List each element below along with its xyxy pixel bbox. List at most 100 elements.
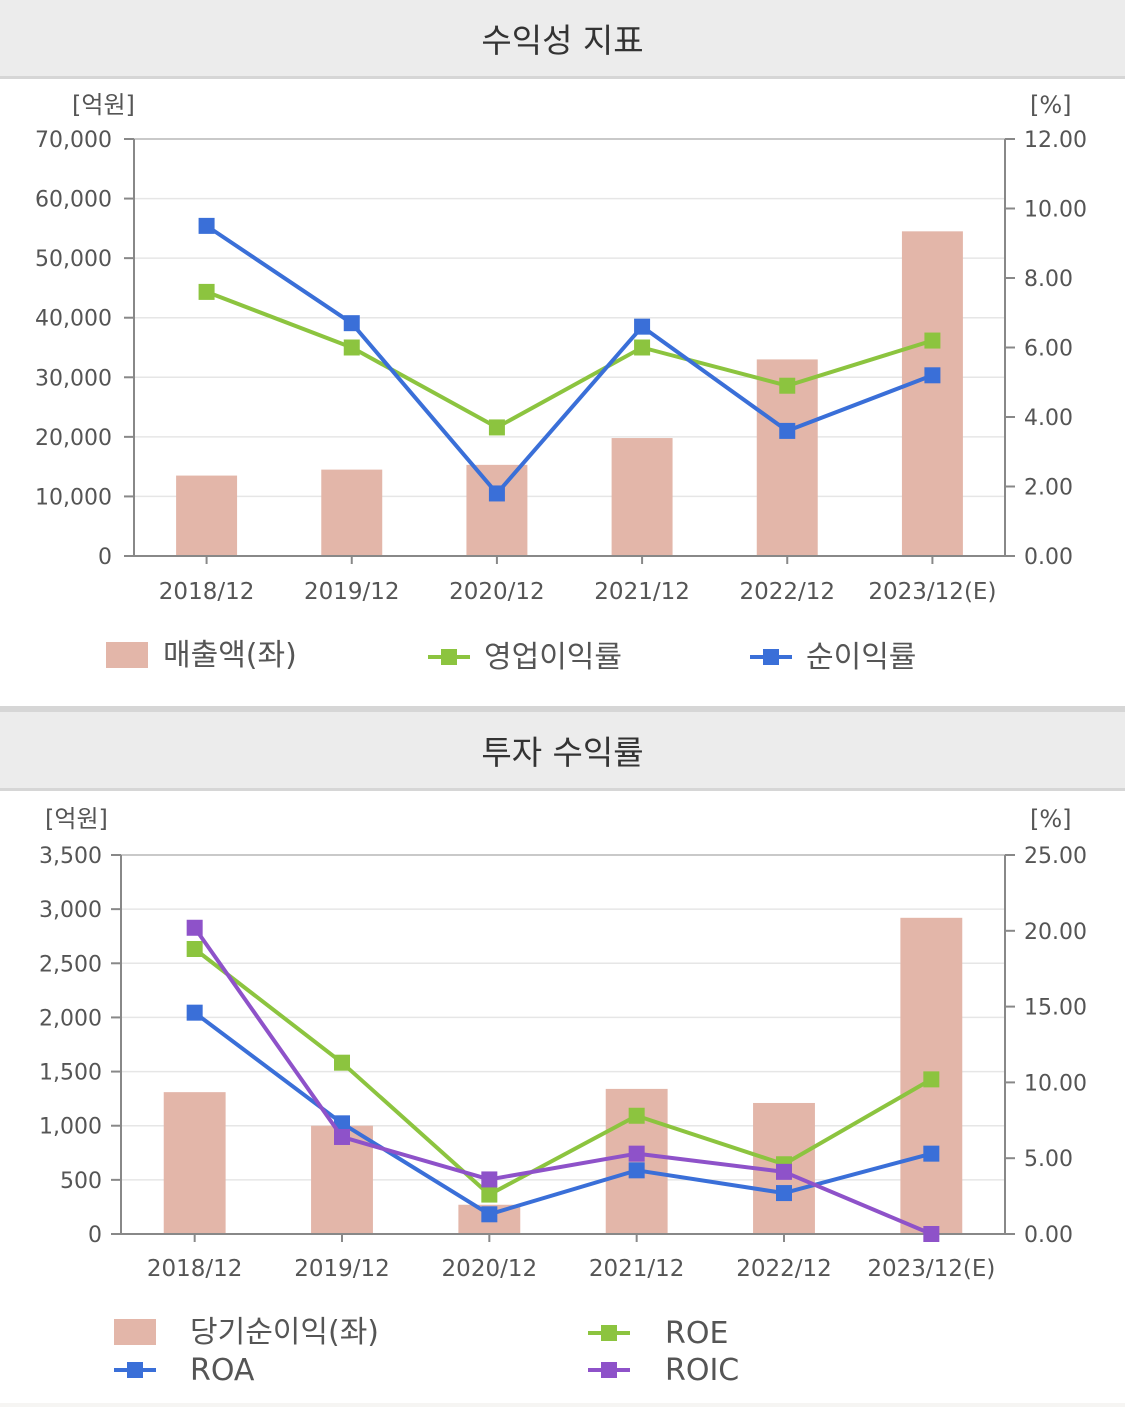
series-point	[186, 919, 203, 936]
series-point	[776, 1163, 792, 1180]
right-tick-label: 0.00	[1024, 545, 1073, 570]
series-point	[923, 1145, 940, 1162]
right-tick-label: 2.00	[1024, 476, 1073, 501]
legend-label: 매출액(좌)	[163, 638, 297, 673]
series-line	[205, 290, 934, 430]
legend-swatch	[106, 642, 148, 668]
left-tick-label: 10,000	[35, 485, 112, 510]
chart-area: [억원] [%] 3,500 3,000 2,500 2,000 1,500 1,000 500…	[0, 791, 1125, 1403]
series-point	[481, 1186, 498, 1203]
bar	[611, 438, 673, 556]
series-point	[334, 1115, 350, 1132]
legend-swatch	[114, 1319, 156, 1345]
legend-marker	[763, 649, 779, 665]
left-tick-label: 30,000	[35, 366, 112, 391]
series-point	[924, 332, 941, 349]
legend-marker	[601, 1325, 617, 1341]
bar	[176, 475, 238, 556]
legend-label: 순이익률	[806, 640, 916, 675]
x-tick-label: 2021/12	[589, 1256, 685, 1282]
left-tick-label: 1,000	[39, 1115, 102, 1140]
series-point	[198, 283, 215, 300]
x-tick-label: 2019/12	[304, 579, 400, 605]
right-tick-label: 20.00	[1024, 920, 1087, 945]
x-tick-label: 2020/12	[442, 1256, 538, 1282]
left-tick-label: 0	[98, 545, 112, 570]
series-point	[634, 318, 651, 335]
legend-label: ROIC	[665, 1353, 739, 1388]
right-tick-label: 4.00	[1024, 406, 1073, 431]
series-point	[334, 1054, 350, 1071]
series-point	[198, 217, 215, 234]
right-tick-label: 10.00	[1024, 1071, 1087, 1096]
bar	[466, 464, 528, 556]
left-tick-label: 2,000	[39, 1006, 102, 1031]
right-axis-unit: [%]	[1030, 805, 1072, 833]
panel-title: 수익성 지표	[0, 0, 1125, 79]
left-tick-label: 20,000	[35, 426, 112, 451]
right-tick-label: 6.00	[1024, 337, 1073, 362]
left-tick-label: 70,000	[35, 128, 112, 153]
chart-area: [억원] [%] 70,000 60,000 50,000 40,000 30,000 20,…	[0, 79, 1125, 706]
investment-return-panel: 투자 수익률 [억원] [%] 3,500 3,000 2,500 2,000 1,500 1…	[0, 712, 1125, 1403]
x-tick-label: 2018/12	[147, 1256, 243, 1282]
right-tick-label: 10.00	[1024, 198, 1087, 223]
legend-label: 영업이익률	[484, 640, 622, 675]
panel-title: 투자 수익률	[0, 712, 1125, 791]
x-tick-label: 2019/12	[294, 1256, 390, 1282]
x-tick-label: 2023/12(E)	[868, 579, 996, 605]
left-tick-label: 500	[60, 1169, 102, 1194]
series-line	[193, 1011, 932, 1217]
series-line	[193, 926, 933, 1236]
x-tick-label: 2022/12	[736, 1256, 832, 1282]
series-point	[923, 1226, 940, 1242]
series-point	[924, 367, 941, 384]
x-tick-label: 2023/12(E)	[867, 1256, 995, 1282]
legend-label: ROE	[665, 1316, 728, 1351]
left-tick-label: 2,500	[39, 952, 102, 977]
left-tick-label: 40,000	[35, 307, 112, 332]
legend-marker	[441, 649, 457, 665]
series-point	[779, 377, 796, 394]
bar	[163, 1092, 226, 1234]
x-tick-label: 2021/12	[594, 579, 690, 605]
x-tick-label: 2020/12	[449, 579, 545, 605]
left-tick-label: 1,500	[39, 1061, 102, 1086]
profitability-chart: [억원] [%] 70,000 60,000 50,000 40,000 30,000 20,…	[35, 91, 1087, 675]
left-axis-unit: [억원]	[45, 805, 108, 833]
series-point	[481, 1171, 498, 1188]
series-line	[193, 947, 933, 1197]
right-tick-label: 8.00	[1024, 267, 1073, 292]
left-axis-unit: [억원]	[72, 91, 135, 119]
left-tick-label: 60,000	[35, 188, 112, 213]
panel-divider	[0, 706, 1125, 712]
series-point	[343, 339, 360, 356]
legend-marker	[127, 1362, 143, 1378]
left-tick-label: 50,000	[35, 247, 112, 272]
series-point	[488, 485, 505, 502]
x-tick-label: 2022/12	[739, 579, 835, 605]
right-axis-unit: [%]	[1030, 91, 1072, 119]
x-tick-label: 2018/12	[159, 579, 255, 605]
series-point	[923, 1071, 940, 1088]
series-point	[481, 1206, 498, 1223]
series-point	[488, 419, 505, 436]
series-point	[776, 1185, 792, 1202]
right-tick-label: 5.00	[1024, 1147, 1073, 1172]
right-tick-label: 0.00	[1024, 1223, 1073, 1248]
series-point	[634, 339, 651, 356]
series-point	[628, 1107, 645, 1124]
series-point	[186, 1004, 203, 1021]
right-tick-label: 12.00	[1024, 128, 1087, 153]
legend-marker	[601, 1362, 617, 1378]
bar	[901, 231, 963, 557]
series-point	[343, 315, 360, 332]
series-line	[205, 224, 934, 496]
right-tick-label: 15.00	[1024, 996, 1087, 1021]
profitability-panel: 수익성 지표 [억원] [%] 70,000 60,000 50,000 40,000 30…	[0, 0, 1125, 706]
series-point	[779, 422, 796, 439]
left-tick-label: 3,000	[39, 898, 102, 923]
left-tick-label: 0	[88, 1223, 102, 1248]
left-tick-label: 3,500	[39, 844, 102, 869]
series-point	[334, 1128, 350, 1145]
